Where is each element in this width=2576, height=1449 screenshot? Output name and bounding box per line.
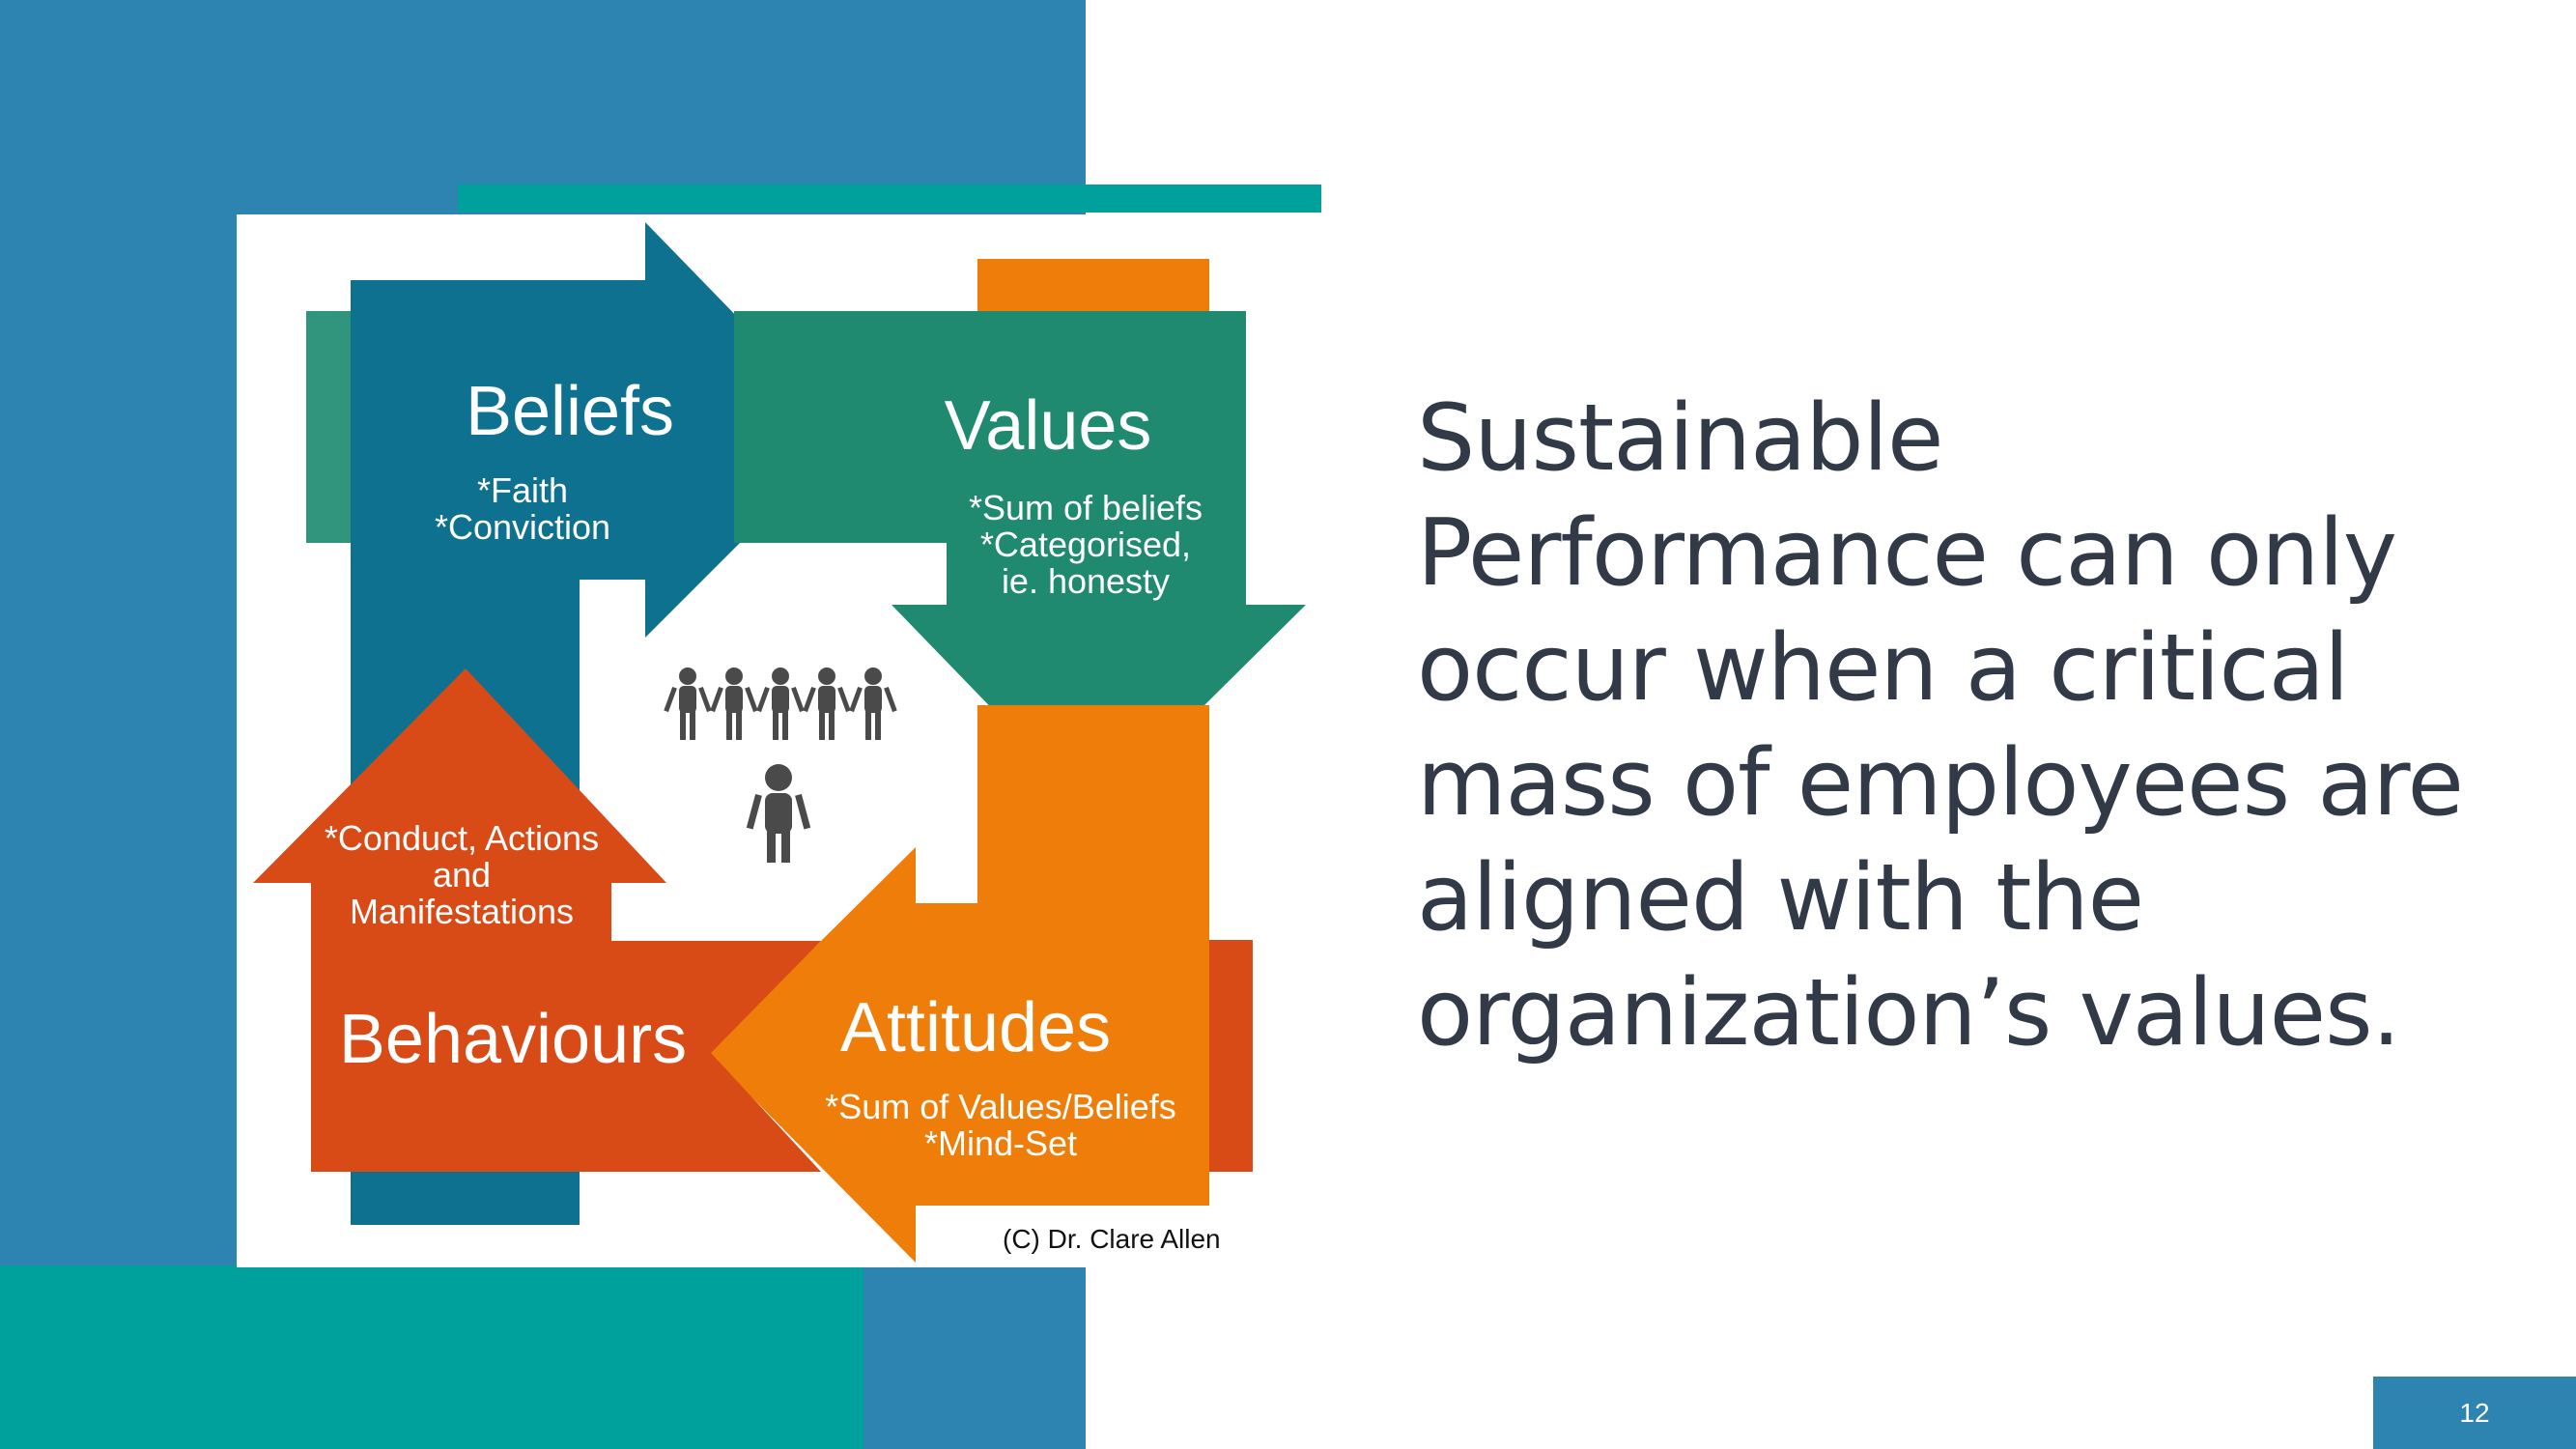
behaviours-arrow <box>253 668 821 1172</box>
background-teal-block <box>0 1265 863 1449</box>
behaviours-line-3: Manifestations <box>350 892 574 931</box>
page-number: 12 <box>2373 1377 2576 1449</box>
values-line-1: *Sum of beliefs <box>969 488 1203 527</box>
behaviours-line-1: *Conduct, Actions <box>325 818 599 858</box>
attitudes-arrow <box>708 705 1253 1263</box>
attitudes-title: Attitudes <box>840 989 1111 1066</box>
background-teal-stripe <box>458 185 1321 213</box>
beliefs-title: Beliefs <box>466 373 674 450</box>
beliefs-line-1: *Faith <box>477 470 568 510</box>
attitudes-line-1: *Sum of Values/Beliefs <box>825 1087 1176 1126</box>
values-line-2: *Categorised, <box>980 525 1191 564</box>
attitudes-line-2: *Mind-Set <box>924 1123 1077 1163</box>
values-title: Values <box>945 387 1152 465</box>
copyright-text: (C) Dr. Clare Allen <box>1003 1224 1221 1254</box>
behaviours-line-2: and <box>433 855 491 895</box>
people-group-icon <box>664 668 897 740</box>
beliefs-line-2: *Conviction <box>435 507 610 547</box>
slide-headline: Sustainable Performance can only occur w… <box>1417 385 2464 1066</box>
values-line-3: ie. honesty <box>1002 561 1170 601</box>
behaviours-title: Behaviours <box>339 1001 687 1078</box>
values-arrow <box>734 259 1306 814</box>
person-leader-icon <box>746 764 811 863</box>
